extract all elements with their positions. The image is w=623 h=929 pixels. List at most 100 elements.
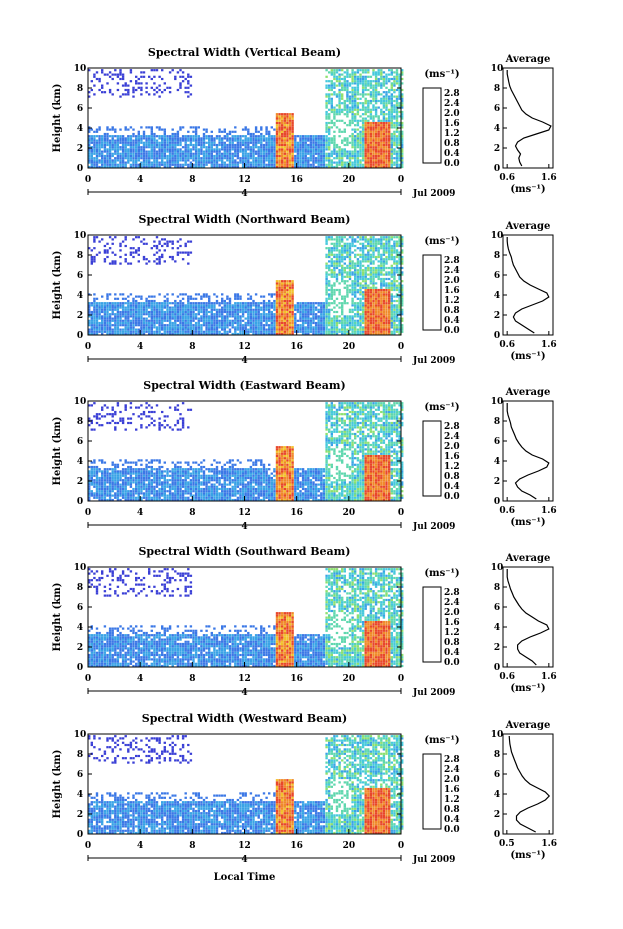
heatmap-cell [281, 119, 284, 122]
heatmap-cell [341, 108, 344, 111]
heatmap-cell [382, 146, 386, 149]
heatmap-cell [184, 319, 187, 322]
heatmap-cell [93, 297, 96, 300]
heatmap-cell [333, 271, 336, 274]
heatmap-cell [333, 273, 336, 276]
heatmap-cell [265, 165, 268, 169]
heatmap-cell [351, 91, 354, 94]
heatmap-cell [260, 154, 263, 158]
heatmap-cell [132, 310, 135, 314]
heatmap-cell [171, 161, 174, 164]
heatmap-cell [241, 143, 245, 147]
heatmap-cell [312, 319, 315, 322]
heatmap-cell [166, 150, 169, 153]
heatmap-cell [228, 137, 232, 140]
heatmap-cell [252, 132, 255, 136]
heatmap-cell [187, 251, 190, 254]
heatmap-cell [341, 161, 344, 164]
heatmap-cell [197, 139, 200, 142]
heatmap-cell [367, 88, 370, 92]
heatmap-cell [132, 324, 135, 327]
heatmap-cell [221, 328, 224, 331]
heatmap-cell [314, 324, 318, 327]
heatmap-cell [148, 141, 151, 144]
heatmap-cell [390, 88, 393, 92]
heatmap-cell [153, 244, 156, 248]
heatmap-cell [304, 317, 307, 320]
heatmap-cell [119, 161, 122, 164]
heatmap-cell [283, 291, 286, 294]
heatmap-cell [338, 253, 341, 256]
heatmap-cell [184, 321, 187, 325]
heatmap-cell [189, 321, 193, 325]
heatmap-cell [145, 161, 148, 164]
heatmap-cell [356, 139, 360, 142]
heatmap-cell [208, 161, 211, 164]
heatmap-cell [382, 124, 386, 127]
heatmap-cell [283, 284, 286, 287]
heatmap-cell [145, 146, 148, 149]
heatmap-cell [372, 326, 375, 329]
heatmap-cell [184, 308, 187, 311]
heatmap-cell [150, 126, 153, 129]
heatmap-cell [111, 324, 114, 327]
heatmap-cell [111, 139, 114, 142]
heatmap-cell [268, 332, 271, 336]
heatmap-cell [377, 313, 380, 316]
heatmap-cell [281, 165, 284, 169]
heatmap-cell [168, 135, 172, 138]
heatmap-cell [208, 159, 211, 162]
heatmap-cell [291, 143, 294, 147]
heatmap-cell [129, 163, 133, 166]
heatmap-cell [202, 313, 206, 316]
heatmap-cell [385, 137, 388, 140]
heatmap-cell [215, 332, 219, 336]
heatmap-cell [239, 317, 242, 320]
heatmap-cell [265, 313, 268, 316]
heatmap-cell [288, 304, 292, 307]
heatmap-cell [155, 150, 159, 153]
heatmap-cell [369, 137, 373, 140]
heatmap-cell [129, 139, 133, 142]
heatmap-cell [369, 286, 373, 289]
heatmap-cell [380, 157, 383, 160]
heatmap-cell [278, 317, 281, 320]
heatmap-cell [283, 119, 286, 122]
heatmap-cell [187, 324, 190, 327]
heatmap-cell [150, 77, 153, 81]
heatmap-cell [328, 273, 331, 276]
heatmap-cell [275, 126, 279, 129]
heatmap-cell [401, 130, 404, 133]
heatmap-cell [260, 313, 263, 316]
heatmap-cell [367, 269, 370, 272]
heatmap-cell [374, 159, 378, 162]
heatmap-cell [171, 154, 174, 158]
heatmap-cell [291, 332, 294, 336]
heatmap-cell [187, 86, 190, 89]
heatmap-cell [215, 313, 219, 316]
heatmap-cell [348, 75, 352, 78]
heatmap-cell [351, 97, 354, 100]
heatmap-cell [205, 326, 208, 329]
heatmap-cell [369, 236, 373, 239]
heatmap-cell [333, 264, 336, 267]
heatmap-cell [372, 330, 375, 333]
heatmap-cell [382, 110, 386, 114]
heatmap-cell [359, 293, 362, 296]
heatmap-cell [101, 304, 104, 307]
heatmap-cell [140, 71, 143, 74]
heatmap-cell [145, 324, 148, 327]
heatmap-cell [309, 304, 313, 307]
heatmap-cell [372, 299, 375, 303]
heatmap-cell [257, 330, 260, 333]
heatmap-cell [197, 304, 200, 307]
heatmap-cell [163, 146, 166, 149]
heatmap-cell [142, 332, 146, 336]
heatmap-cell [374, 328, 378, 331]
heatmap-cell [398, 75, 401, 78]
heatmap-cell [270, 139, 273, 142]
heatmap-cell [330, 150, 333, 153]
heatmap-cell [395, 137, 399, 140]
heatmap-cell [304, 159, 307, 162]
heatmap-cell [312, 141, 315, 144]
